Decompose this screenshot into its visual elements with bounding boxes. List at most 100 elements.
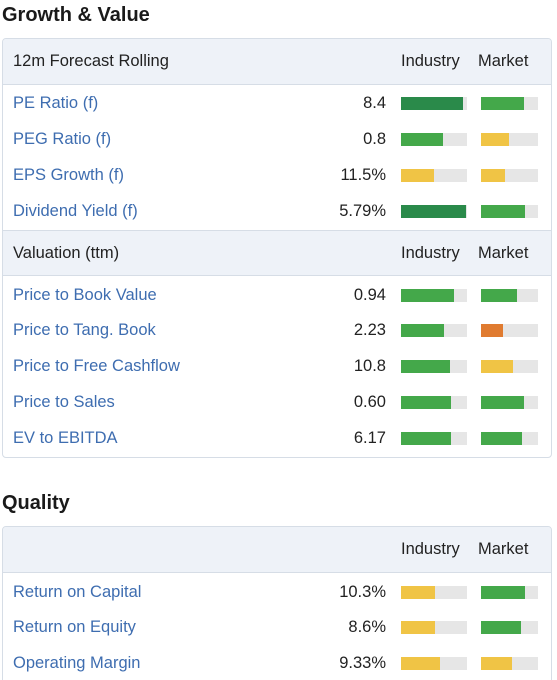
ratio-value: 11.5% xyxy=(340,165,386,184)
market-rank-bar xyxy=(481,324,538,338)
industry-rank-cell xyxy=(386,168,471,182)
ratio-link-return-on-capital[interactable]: Return on Capital xyxy=(13,582,142,601)
industry-rank-bar xyxy=(401,657,467,671)
ratio-row-dividend-yield-f: Dividend Yield (f) 5.79% xyxy=(3,193,551,229)
group-label: Valuation (ttm) xyxy=(13,243,120,262)
market-rank-bar xyxy=(481,204,538,218)
ratio-link-price-to-sales[interactable]: Price to Sales xyxy=(13,392,115,411)
industry-rank-bar xyxy=(401,324,467,338)
market-column-header: Market xyxy=(478,243,529,262)
industry-rank-cell xyxy=(386,288,471,302)
ratio-row-price-to-book-value: Price to Book Value 0.94 xyxy=(3,277,551,313)
industry-rank-fill xyxy=(401,324,444,338)
industry-rank-fill xyxy=(401,585,436,599)
ratio-link-pe-ratio-f[interactable]: PE Ratio (f) xyxy=(13,94,99,113)
ratio-row-peg-ratio-f: PEG Ratio (f) 0.8 xyxy=(3,122,551,158)
industry-rank-cell xyxy=(386,431,471,445)
industry-column-header: Industry xyxy=(401,52,460,70)
market-rank-fill xyxy=(481,621,522,635)
market-rank-cell xyxy=(471,585,551,599)
ratio-row-ev-to-ebitda: EV to EBITDA 6.17 xyxy=(3,420,551,456)
market-rank-bar xyxy=(481,168,538,182)
ratio-label-cell: Price to Sales xyxy=(3,393,293,412)
market-rank-bar xyxy=(481,657,538,671)
ratio-label-cell: Price to Tang. Book xyxy=(3,321,293,340)
industry-rank-bar xyxy=(401,204,467,218)
industry-rank-bar xyxy=(401,585,467,599)
industry-rank-fill xyxy=(401,288,454,302)
ratio-label-cell: EPS Growth (f) xyxy=(3,166,293,185)
ratio-row-price-to-free-cashflow: Price to Free Cashflow 10.8 xyxy=(3,349,551,385)
industry-column-header: Industry xyxy=(401,540,460,559)
ratio-value: 2.23 xyxy=(353,321,386,340)
industry-rank-bar xyxy=(401,395,467,409)
ratio-link-price-to-book-value[interactable]: Price to Book Value xyxy=(13,285,157,304)
group-header: Valuation (ttm) Industry Market xyxy=(3,230,551,277)
ratio-value: 6.17 xyxy=(353,428,386,447)
ratio-value: 10.3% xyxy=(339,582,386,601)
market-rank-cell xyxy=(471,657,551,671)
ratio-link-operating-margin[interactable]: Operating Margin xyxy=(13,654,141,673)
ratio-value: 10.8 xyxy=(353,357,386,376)
ratio-label-cell: Operating Margin xyxy=(3,654,293,673)
ratio-link-return-on-equity[interactable]: Return on Equity xyxy=(13,618,136,637)
market-rank-fill xyxy=(481,657,513,671)
market-column-header: Market xyxy=(478,540,529,559)
industry-rank-bar xyxy=(401,97,467,111)
market-rank-cell xyxy=(471,324,551,338)
ratio-link-eps-growth-f[interactable]: EPS Growth (f) xyxy=(13,165,124,184)
market-rank-cell xyxy=(471,168,551,182)
ratio-row-price-to-sales: Price to Sales 0.60 xyxy=(3,385,551,421)
industry-rank-bar xyxy=(401,431,467,445)
ratio-link-peg-ratio-f[interactable]: PEG Ratio (f) xyxy=(13,130,112,149)
industry-rank-bar xyxy=(401,133,467,147)
ratio-table-growth-value: 12m Forecast Rolling Industry Market PE Rat… xyxy=(2,38,552,459)
ratio-link-price-to-tang-book[interactable]: Price to Tang. Book xyxy=(13,321,156,340)
market-rank-cell xyxy=(471,395,551,409)
market-rank-cell xyxy=(471,133,551,147)
ratio-row-eps-growth-f: EPS Growth (f) 11.5% xyxy=(3,158,551,194)
market-rank-fill xyxy=(481,360,514,374)
industry-rank-fill xyxy=(401,360,450,374)
industry-rank-cell xyxy=(386,360,471,374)
market-rank-bar xyxy=(481,133,538,147)
ratio-label-cell: Return on Capital xyxy=(3,583,293,602)
market-rank-bar xyxy=(481,431,538,445)
industry-rank-fill xyxy=(401,657,440,671)
market-rank-fill xyxy=(481,585,526,599)
section-title-quality: Quality xyxy=(2,492,70,515)
ratio-row-operating-margin: Operating Margin 9.33% xyxy=(3,646,551,680)
group-label: 12m Forecast Rolling xyxy=(13,52,169,70)
ratio-value: 8.6% xyxy=(348,618,386,637)
market-rank-cell xyxy=(471,431,551,445)
industry-rank-cell xyxy=(386,657,471,671)
ratio-value: 5.79% xyxy=(339,201,386,220)
ratio-label-cell: Price to Book Value xyxy=(3,286,293,305)
ratio-link-price-to-free-cashflow[interactable]: Price to Free Cashflow xyxy=(13,357,180,376)
market-rank-bar xyxy=(481,585,538,599)
industry-rank-fill xyxy=(401,133,444,147)
industry-rank-cell xyxy=(386,204,471,218)
ratio-value: 9.33% xyxy=(339,654,386,673)
industry-rank-fill xyxy=(401,97,464,111)
ratio-row-pe-ratio-f: PE Ratio (f) 8.4 xyxy=(3,86,551,122)
market-rank-cell xyxy=(471,360,551,374)
market-rank-fill xyxy=(481,431,523,445)
industry-rank-fill xyxy=(401,204,466,218)
market-rank-fill xyxy=(481,204,526,218)
group-header: Industry Market xyxy=(3,527,551,574)
ratio-label-cell: Dividend Yield (f) xyxy=(3,202,293,221)
ratio-value: 0.94 xyxy=(353,285,386,304)
market-rank-bar xyxy=(481,288,538,302)
industry-rank-cell xyxy=(386,97,471,111)
section-title-growth-value: Growth & Value xyxy=(2,4,150,26)
industry-rank-fill xyxy=(401,621,436,635)
industry-rank-cell xyxy=(386,324,471,338)
group-header: 12m Forecast Rolling Industry Market xyxy=(3,39,551,85)
industry-rank-bar xyxy=(401,360,467,374)
ratio-link-ev-to-ebitda[interactable]: EV to EBITDA xyxy=(13,428,118,447)
ratio-link-dividend-yield-f[interactable]: Dividend Yield (f) xyxy=(13,201,138,220)
industry-rank-fill xyxy=(401,431,452,445)
ratio-label-cell: Return on Equity xyxy=(3,618,293,637)
